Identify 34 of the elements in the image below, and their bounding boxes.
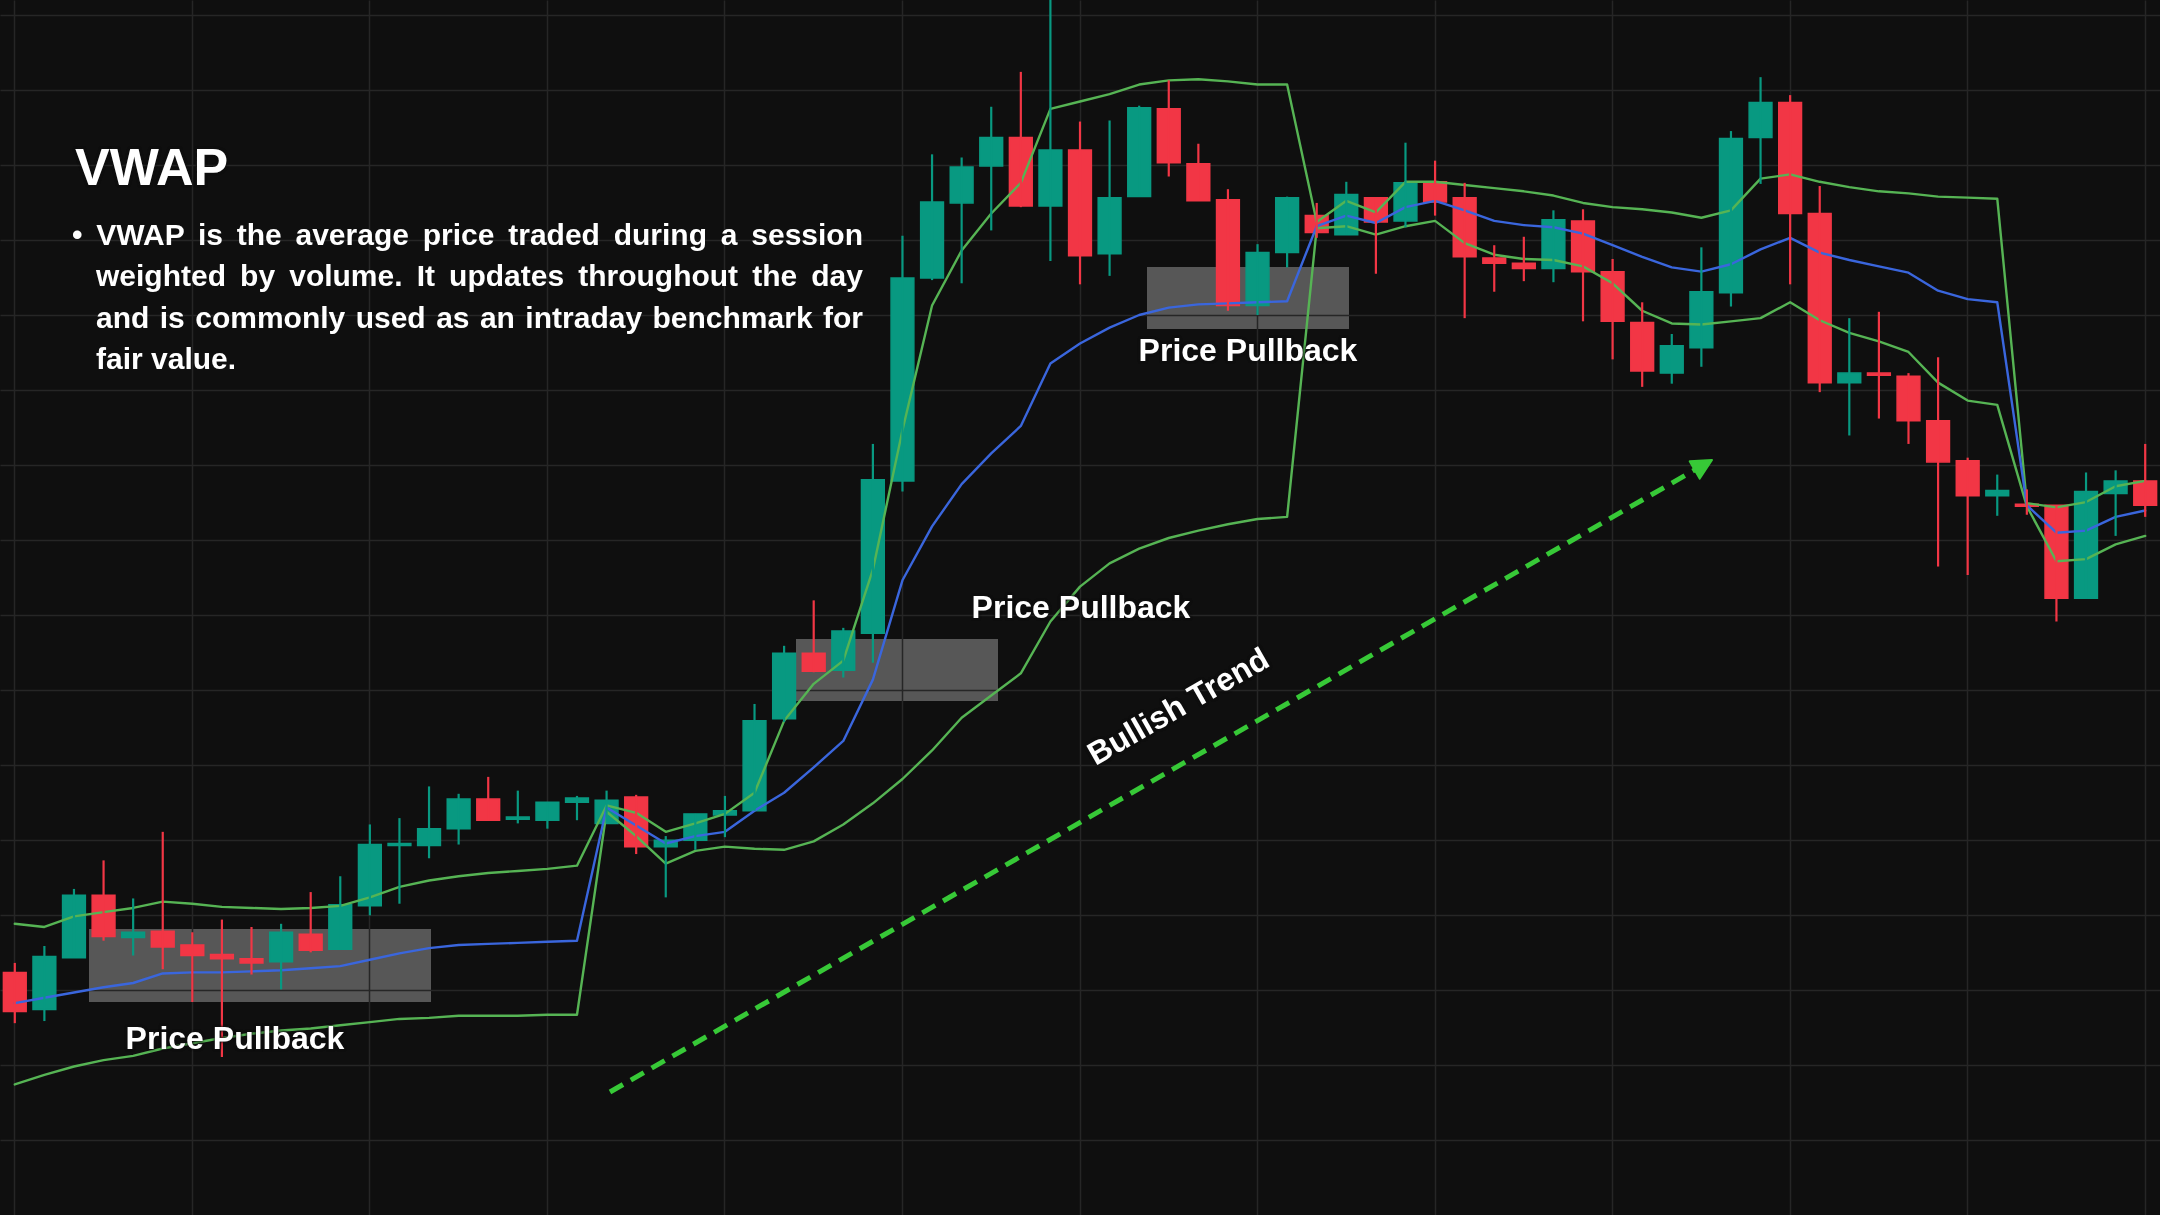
candlestick xyxy=(1097,119,1122,277)
candlestick xyxy=(1067,120,1093,286)
candlestick xyxy=(476,775,501,822)
candlestick xyxy=(535,801,560,830)
candlestick xyxy=(1955,456,1980,577)
annotation: Price Pullback xyxy=(971,589,1191,625)
candlestick xyxy=(446,792,471,846)
candlestick xyxy=(1186,142,1211,202)
candlestick xyxy=(1689,246,1714,368)
candlestick xyxy=(1837,317,1862,437)
candlestick xyxy=(505,789,530,825)
candlestick xyxy=(1482,244,1507,293)
candlestick xyxy=(801,599,826,674)
candlestick xyxy=(949,156,974,285)
candlestick xyxy=(150,830,175,971)
candlestick xyxy=(1866,310,1892,420)
candlestick xyxy=(1511,235,1536,283)
candlestick xyxy=(1659,332,1684,385)
candlestick xyxy=(1038,0,1063,263)
candlestick xyxy=(180,931,205,1004)
text: • VWAP is the average price traded during a session weighted by volume. It updates throughout the day and is commonly used as an intraday benchmark for fair value. xyxy=(72,217,863,377)
text: VWAP xyxy=(75,138,229,196)
candlestick xyxy=(564,794,590,822)
candlestick xyxy=(1925,356,1951,568)
candlestick xyxy=(1630,301,1655,388)
candlestick xyxy=(32,944,57,1023)
candlestick xyxy=(1748,76,1773,186)
candlestick xyxy=(1127,104,1152,198)
candlestick xyxy=(1274,195,1300,269)
candlestick xyxy=(239,925,264,976)
candlestick xyxy=(979,105,1004,232)
candlestick xyxy=(1156,79,1181,178)
candlestick xyxy=(919,153,945,282)
candlestick xyxy=(268,922,294,991)
